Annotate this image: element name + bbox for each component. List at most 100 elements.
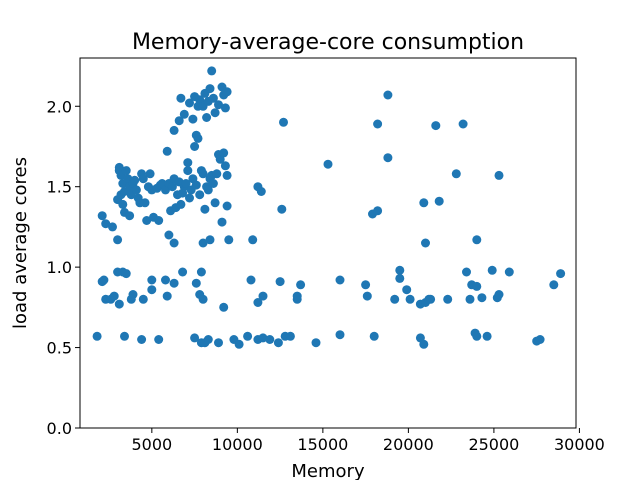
data-point (477, 293, 487, 303)
data-point (198, 238, 208, 248)
data-point (265, 335, 275, 344)
data-point (458, 119, 468, 129)
x-tick-label: 25000 (468, 435, 519, 454)
data-point (195, 190, 205, 200)
data-point (140, 198, 150, 208)
data-point (169, 278, 179, 288)
data-point (205, 235, 215, 245)
data-point (169, 238, 179, 248)
data-point (196, 267, 206, 277)
data-point (92, 331, 102, 341)
data-point (296, 280, 306, 290)
data-point (137, 335, 147, 344)
y-tick-label: 0.0 (47, 419, 72, 438)
data-point (234, 339, 244, 349)
data-point (176, 93, 186, 103)
data-point (220, 103, 230, 113)
data-point (121, 269, 131, 279)
data-point (395, 265, 405, 275)
data-points (92, 66, 566, 349)
x-tick-label: 10000 (212, 435, 263, 454)
data-point (217, 217, 227, 227)
data-point (395, 273, 405, 283)
data-point (183, 166, 193, 176)
data-point (462, 267, 471, 277)
data-point (169, 125, 179, 135)
data-point (200, 204, 210, 214)
data-point (443, 294, 453, 304)
data-point (181, 179, 191, 188)
data-point (494, 290, 504, 299)
data-point (426, 294, 436, 304)
data-point (311, 338, 321, 348)
data-point (431, 121, 441, 131)
data-point (97, 211, 107, 221)
data-point (114, 299, 124, 309)
data-point (131, 185, 141, 195)
data-point (472, 235, 482, 245)
data-point (99, 275, 109, 285)
data-point (207, 66, 217, 76)
data-point (421, 238, 430, 248)
data-point (154, 216, 164, 225)
data-point (248, 235, 258, 245)
data-point (198, 169, 208, 179)
plot-area (79, 57, 577, 429)
data-point (202, 113, 212, 122)
data-point (219, 302, 229, 312)
y-tick-label: 1.0 (47, 258, 72, 277)
data-point (383, 153, 393, 163)
data-point (154, 335, 164, 344)
data-point (191, 278, 201, 288)
data-point (222, 201, 232, 211)
x-axis-label: Memory (291, 461, 365, 480)
data-point (176, 199, 186, 209)
data-point (188, 114, 198, 124)
data-point (253, 298, 263, 307)
data-point (203, 185, 213, 195)
data-point (164, 230, 174, 240)
data-point (482, 331, 492, 341)
data-point (214, 100, 223, 110)
data-point (126, 294, 136, 304)
data-point (390, 294, 400, 304)
data-point (504, 267, 514, 277)
chart-title: Memory-average-core consumption (132, 30, 524, 55)
data-point (191, 130, 201, 140)
data-point (178, 267, 188, 277)
data-point (465, 294, 475, 304)
data-point (120, 331, 129, 341)
data-point (109, 291, 119, 301)
data-point (285, 331, 295, 341)
data-point (185, 98, 194, 108)
x-tick-label: 5000 (131, 435, 172, 454)
data-point (434, 196, 444, 206)
data-point (138, 174, 148, 184)
x-tick-label: 20000 (383, 435, 434, 454)
data-point (183, 158, 193, 168)
data-point (118, 199, 128, 209)
x-tick-label: 30000 (554, 435, 605, 454)
data-point (191, 180, 201, 190)
x-axis-ticks: 5000 10000 15000 20000 25000 30000 (131, 428, 605, 454)
data-point (210, 198, 220, 208)
data-point (167, 182, 177, 192)
data-point (113, 235, 123, 245)
data-point (222, 170, 232, 180)
data-point (335, 275, 345, 285)
data-point (161, 275, 170, 285)
data-point (145, 169, 155, 179)
data-point (279, 117, 288, 127)
data-point (208, 93, 218, 103)
data-point (373, 119, 383, 129)
data-point (246, 275, 256, 285)
data-point (405, 294, 415, 304)
data-point (190, 142, 200, 151)
data-point (212, 169, 222, 179)
data-point (323, 159, 333, 169)
data-point (472, 331, 482, 341)
data-point (210, 108, 220, 118)
data-point (402, 285, 412, 295)
data-point (179, 109, 189, 119)
